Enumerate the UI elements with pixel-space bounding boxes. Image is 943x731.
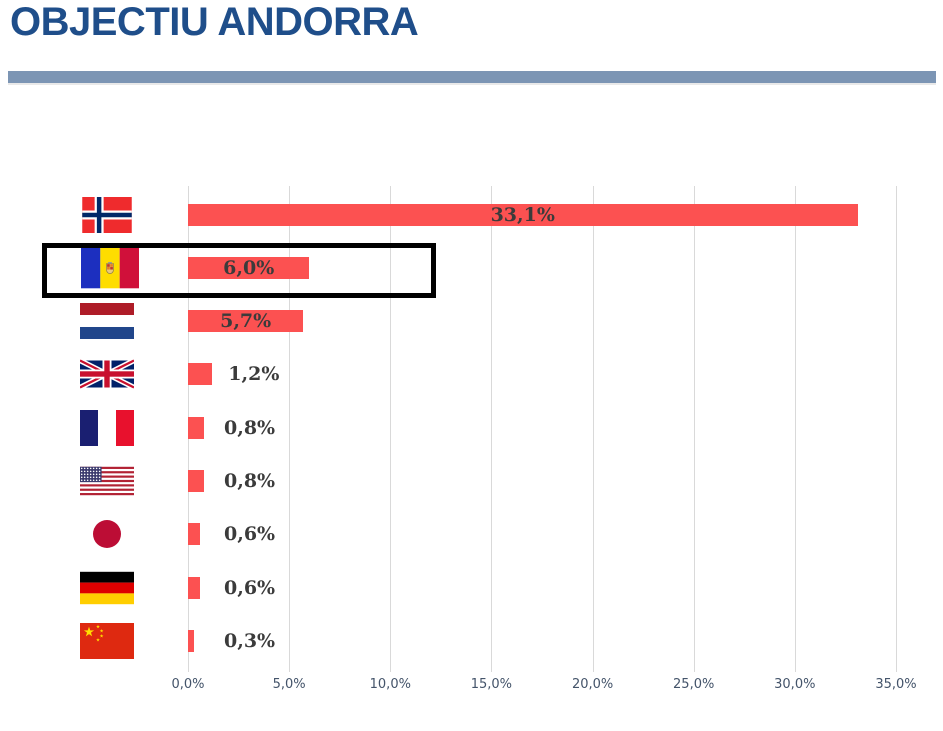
bar-value-label: 6,0% — [223, 256, 275, 279]
bar-andorra — [188, 256, 310, 279]
bar-value-label: 5,7% — [220, 310, 272, 333]
gridline — [693, 186, 695, 672]
gridline — [794, 186, 796, 672]
bar-value-label: 33,1% — [490, 203, 555, 226]
bar-value-label: 0,3% — [224, 629, 276, 652]
andorra-flag-icon — [81, 246, 139, 290]
norway-flag-icon — [80, 196, 134, 233]
gridline — [491, 186, 493, 672]
germany-flag-icon — [80, 570, 134, 606]
bar-germany — [188, 576, 201, 599]
x-axis-tick-label: 25,0% — [673, 677, 715, 692]
bar-value-label: 0,8% — [224, 416, 276, 439]
bar-value-label: 0,6% — [224, 523, 276, 546]
gridline — [592, 186, 594, 672]
title-divider — [8, 71, 936, 85]
united-kingdom-flag-icon — [80, 356, 134, 392]
bar-value-label: 0,6% — [224, 576, 276, 599]
gridline — [289, 186, 291, 672]
japan-flag-icon — [80, 516, 134, 553]
page-title: OBJECTIU ANDORRA — [10, 0, 419, 44]
bar-value-label: 1,2% — [228, 363, 280, 386]
united-states-flag-icon — [80, 463, 134, 499]
bar-china — [188, 629, 195, 652]
x-axis-tick-label: 20,0% — [571, 677, 614, 692]
netherlands-flag-icon — [80, 303, 134, 340]
bar-japan — [188, 523, 201, 546]
bar-france — [188, 416, 205, 439]
bar-united-states — [188, 470, 205, 492]
x-axis-tick-label: 0,0% — [171, 677, 205, 692]
highlight-rectangle — [42, 243, 436, 298]
china-flag-icon — [80, 622, 134, 659]
x-axis-tick-label: 30,0% — [774, 677, 816, 692]
bar-norway — [188, 203, 858, 226]
x-axis-tick-label: 15,0% — [470, 677, 513, 692]
bar-united-kingdom — [188, 363, 213, 386]
bar-value-label: 0,8% — [224, 470, 276, 492]
x-axis-tick-label: 5,0% — [272, 677, 306, 692]
bar-netherlands — [188, 310, 304, 333]
france-flag-icon — [80, 409, 134, 446]
gridline — [896, 186, 897, 672]
x-axis-tick-label: 35,0% — [875, 677, 917, 692]
x-axis-tick-label: 10,0% — [369, 677, 411, 692]
gridline — [390, 186, 392, 672]
